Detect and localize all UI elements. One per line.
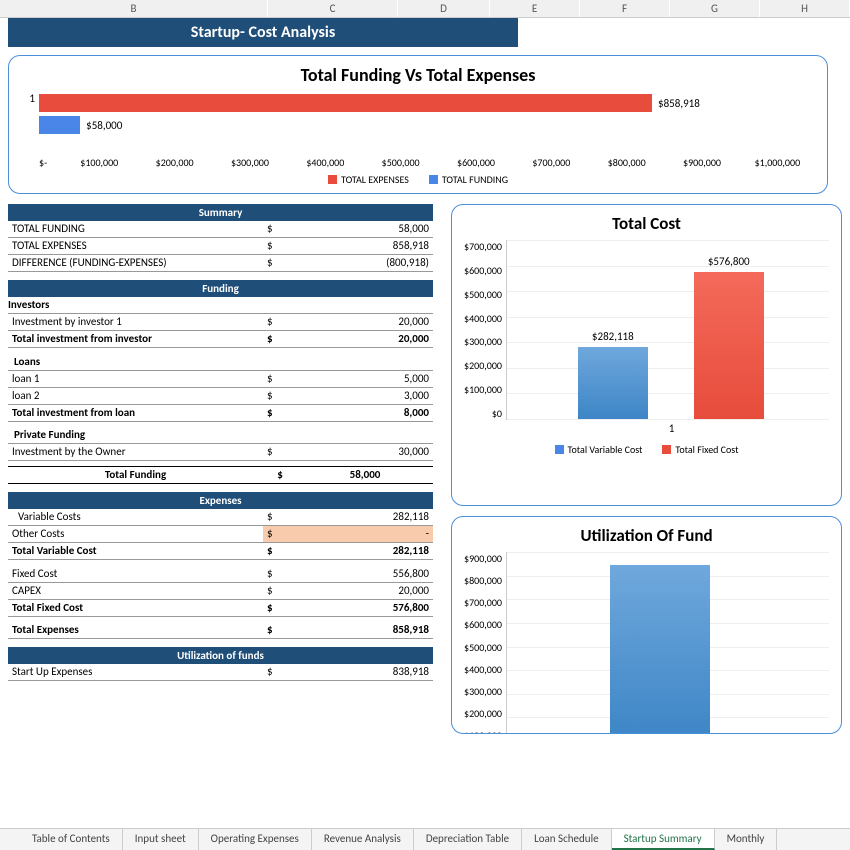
table-row[interactable]: Total Expenses$858,918 (8, 622, 433, 639)
expenses-header: Expenses (8, 492, 433, 509)
column-header-row: BCDEFGH (0, 0, 850, 18)
sheet-tab-table-of-contents[interactable]: Table of Contents (20, 829, 123, 850)
sheet-tab-revenue-analysis[interactable]: Revenue Analysis (312, 829, 414, 850)
column-header[interactable]: F (580, 0, 670, 17)
table-row[interactable]: Total Variable Cost$282,118 (8, 543, 433, 560)
utilization-table: Start Up Expenses$838,918 (8, 664, 433, 681)
legend-item: TOTAL FUNDING (429, 173, 508, 186)
expenses-table: Variable Costs$282,118Other Costs$-Total… (8, 509, 433, 639)
sheet-tab-loan-schedule[interactable]: Loan Schedule (522, 829, 611, 850)
table-row[interactable]: Total investment from investor$20,000 (8, 331, 433, 348)
summary-table: TOTAL FUNDING$58,000TOTAL EXPENSES$858,9… (8, 221, 433, 272)
x-label: 1 (464, 422, 829, 435)
table-row[interactable]: loan 1$5,000 (8, 370, 433, 387)
funding-vs-expenses-chart: Total Funding Vs Total Expenses 1 $858,9… (8, 55, 828, 194)
column-header[interactable]: H (760, 0, 850, 17)
column-header[interactable]: G (670, 0, 760, 17)
utilization-header: Utilization of funds (8, 647, 433, 664)
table-row[interactable]: DIFFERENCE (FUNDING-EXPENSES)$800,918 (8, 255, 433, 272)
table-row[interactable]: CAPEX$20,000 (8, 582, 433, 599)
plot-area: $282,118 $576,800 (506, 240, 829, 420)
column-header[interactable]: D (398, 0, 490, 17)
chart-title: Total Funding Vs Total Expenses (21, 64, 815, 86)
legend-item: Total Fixed Cost (662, 443, 738, 456)
sheet-tab-input-sheet[interactable]: Input sheet (123, 829, 199, 850)
funding-table: InvestorsInvestment by investor 1$20,000… (8, 297, 433, 484)
page-title: Startup- Cost Analysis (8, 18, 518, 47)
utilization-chart: Utilization Of Fund $900,000$800,000$700… (451, 516, 842, 734)
chart-title: Utilization Of Fund (464, 525, 829, 546)
chart-legend: TOTAL EXPENSES TOTAL FUNDING (21, 173, 815, 187)
table-row[interactable]: Fixed Cost$556,800 (8, 566, 433, 583)
legend-item: Total Variable Cost (555, 443, 643, 456)
plot-area (506, 552, 829, 734)
legend-item: TOTAL EXPENSES (328, 173, 409, 186)
funding-header: Funding (8, 280, 433, 297)
sheet-tab-monthly[interactable]: Monthly (715, 829, 778, 850)
chart-legend: Total Variable Cost Total Fixed Cost (464, 443, 829, 457)
group-title: Loans (8, 354, 433, 371)
summary-header: Summary (8, 204, 433, 221)
bar-total-funding (39, 116, 80, 134)
column-header[interactable]: B (0, 0, 268, 17)
group-title: Private Funding (8, 427, 433, 444)
bar-label: $282,118 (592, 330, 634, 343)
y-axis: $700,000$600,000$500,000$400,000$300,000… (464, 240, 506, 420)
bar-label: $576,800 (708, 255, 750, 268)
sheet-tab-startup-summary[interactable]: Startup Summary (612, 829, 715, 850)
y-axis: $900,000$800,000$700,000$600,000$500,000… (464, 552, 506, 734)
sheet-tab-bar: Table of ContentsInput sheetOperating Ex… (0, 828, 850, 850)
table-row[interactable]: Other Costs$- (8, 526, 433, 543)
table-row[interactable]: Total investment from loan$8,000 (8, 404, 433, 421)
sheet-tab-operating-expenses[interactable]: Operating Expenses (199, 829, 312, 850)
table-row[interactable]: Investment by the Owner$30,000 (8, 444, 433, 461)
table-row[interactable]: Variable Costs$282,118 (8, 509, 433, 526)
bar (578, 347, 648, 419)
sheet-tab-depreciation-table[interactable]: Depreciation Table (414, 829, 522, 850)
column-header[interactable]: E (490, 0, 580, 17)
bar (694, 272, 764, 419)
table-row[interactable]: Total Fixed Cost$576,800 (8, 599, 433, 616)
table-row[interactable]: loan 2$3,000 (8, 387, 433, 404)
total-cost-chart: Total Cost $700,000$600,000$500,000$400,… (451, 204, 842, 506)
hbar-x-axis: $-$100,000$200,000$300,000$400,000$500,0… (21, 156, 815, 169)
bar-label: $858,918 (658, 97, 700, 110)
bar (610, 565, 710, 734)
table-row[interactable]: TOTAL EXPENSES$858,918 (8, 238, 433, 255)
table-row[interactable]: Start Up Expenses$838,918 (8, 664, 433, 681)
column-header[interactable]: C (268, 0, 398, 17)
chart-title: Total Cost (464, 213, 829, 234)
table-row[interactable]: Investment by investor 1$20,000 (8, 314, 433, 331)
hbar-y-label: 1 (21, 92, 39, 152)
bar-label: $58,000 (86, 119, 122, 132)
table-row[interactable]: Total Funding$58,000 (8, 467, 433, 484)
group-title: Investors (8, 297, 433, 314)
table-row[interactable]: TOTAL FUNDING$58,000 (8, 221, 433, 238)
bar-total-expenses (39, 94, 652, 112)
